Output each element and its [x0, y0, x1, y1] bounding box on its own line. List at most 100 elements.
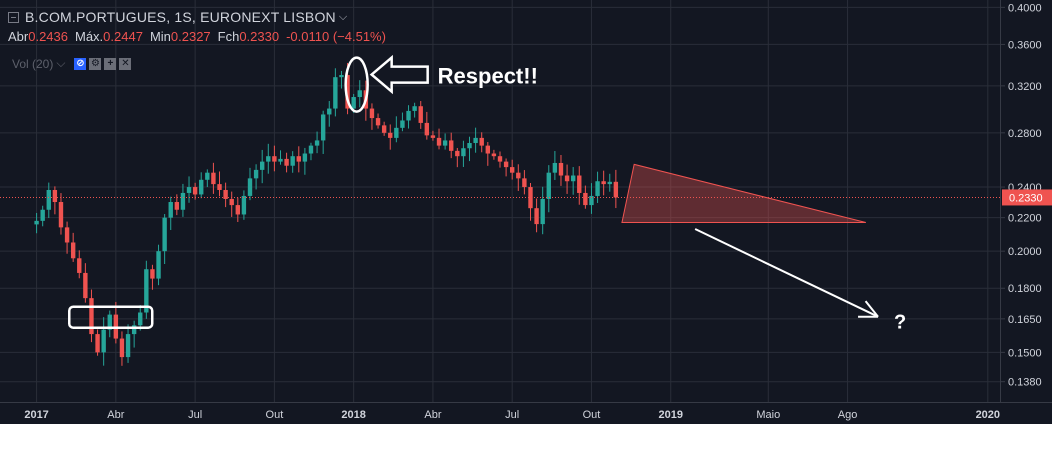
candle: [503, 158, 509, 177]
candle-body: [253, 169, 259, 179]
candles: [34, 62, 619, 366]
candle-body: [412, 106, 417, 111]
candle-body: [266, 156, 271, 162]
close-value: 0.2330: [239, 29, 280, 44]
price-tick-label: 0.4000: [1008, 2, 1042, 14]
annotations: Respect!!?: [68, 54, 906, 334]
candle-body: [211, 172, 216, 185]
candle: [229, 191, 234, 217]
projection-arrow-line: [694, 228, 879, 318]
price-tick-label: 0.3200: [1008, 81, 1042, 93]
candle: [247, 167, 253, 201]
close-icon[interactable]: ✕: [119, 57, 132, 70]
candle: [522, 170, 527, 195]
candle: [34, 212, 39, 234]
open-value: 0.2436: [28, 29, 68, 44]
volume-label[interactable]: Vol (20): [12, 56, 54, 71]
candle: [83, 263, 88, 303]
add-icon[interactable]: +: [104, 57, 117, 70]
triangle-pattern-shape: [621, 163, 866, 223]
candle: [613, 169, 619, 209]
visibility-icon[interactable]: ⊘: [74, 57, 87, 70]
candle: [138, 305, 143, 331]
price-scale[interactable]: 0.1380 0.1500 0.1650 0.1800 0.2000 0.2200 0.24…: [1000, 0, 1052, 402]
candle: [95, 329, 100, 356]
candle-body: [528, 187, 533, 209]
candle: [577, 166, 582, 205]
candle: [528, 182, 533, 221]
time-tick-label: Abr: [424, 409, 441, 421]
support-highlight-box: [68, 305, 154, 329]
candle-body: [467, 143, 472, 149]
candle-body: [156, 251, 161, 279]
candle: [180, 183, 186, 217]
candle-body: [357, 90, 362, 98]
candle-body: [180, 192, 186, 210]
candle: [266, 143, 271, 174]
volume-indicator-row[interactable]: Vol (20) ⌵ ⊘ ⚙ + ✕: [12, 56, 132, 71]
candlestick-chart[interactable]: Respect!!?: [0, 0, 1000, 402]
chevron-down-icon[interactable]: ⌵: [56, 56, 66, 70]
candle-body: [540, 198, 545, 225]
chevron-down-icon[interactable]: ⌵: [338, 11, 348, 23]
candle: [424, 111, 430, 140]
candle-body: [205, 172, 210, 180]
candle: [77, 250, 82, 279]
candle: [260, 149, 265, 184]
price-tick-label: 0.1500: [1008, 347, 1042, 359]
candle-body: [199, 179, 204, 195]
candle-body: [174, 202, 180, 210]
candle-body: [107, 314, 112, 330]
candle-body: [64, 227, 70, 243]
candle: [46, 182, 51, 218]
candle-body: [430, 135, 436, 138]
candle: [113, 301, 119, 344]
candle-body: [125, 334, 131, 358]
candle-body: [516, 172, 521, 179]
candle-body: [150, 269, 155, 279]
question-mark-text: ?: [894, 312, 906, 334]
time-tick-label: 2018: [341, 409, 365, 421]
candle: [199, 172, 204, 199]
candle: [296, 146, 301, 173]
candle: [436, 128, 442, 150]
candle-body: [503, 161, 509, 168]
candle-body: [290, 156, 295, 166]
candle-body: [138, 312, 143, 326]
candle: [510, 159, 515, 180]
candle-body: [162, 217, 167, 252]
candle: [308, 142, 314, 161]
candle: [558, 154, 564, 186]
collapse-icon[interactable]: [8, 12, 19, 23]
time-scale[interactable]: 2017 Abr Jul Out 2018 Abr Jul Out 2019 Maio Ago 202…: [0, 402, 1052, 424]
candle-body: [70, 242, 76, 259]
candle: [595, 171, 600, 203]
candle-body: [607, 181, 612, 185]
candle: [540, 186, 545, 235]
candle: [455, 147, 460, 168]
candle: [449, 132, 454, 159]
candle: [607, 173, 612, 192]
candle: [394, 116, 399, 143]
candle: [192, 182, 198, 200]
candle-body: [52, 189, 58, 203]
symbol-title[interactable]: B.COM.PORTUGUES, 1S, EURONEXT LISBON: [25, 9, 336, 25]
candle: [290, 151, 295, 173]
candle-body: [101, 329, 106, 353]
candle-body: [583, 192, 588, 206]
candle: [381, 121, 387, 136]
candle-body: [534, 208, 539, 225]
chart-area[interactable]: Respect!!? B.COM.PORTUGUES, 1S, EURONEXT…: [0, 0, 1000, 402]
price-tick-label: 0.2800: [1008, 128, 1042, 140]
candle-body: [95, 334, 100, 353]
candle: [272, 145, 277, 172]
time-tick-label: Jul: [505, 409, 519, 421]
projection-arrow-head: [864, 300, 879, 318]
candle: [131, 320, 137, 348]
candle: [516, 164, 521, 191]
candle: [58, 193, 64, 235]
settings-icon[interactable]: ⚙: [89, 57, 102, 70]
candle-body: [570, 175, 576, 182]
candle-body: [58, 202, 64, 228]
candle-body: [479, 137, 484, 146]
